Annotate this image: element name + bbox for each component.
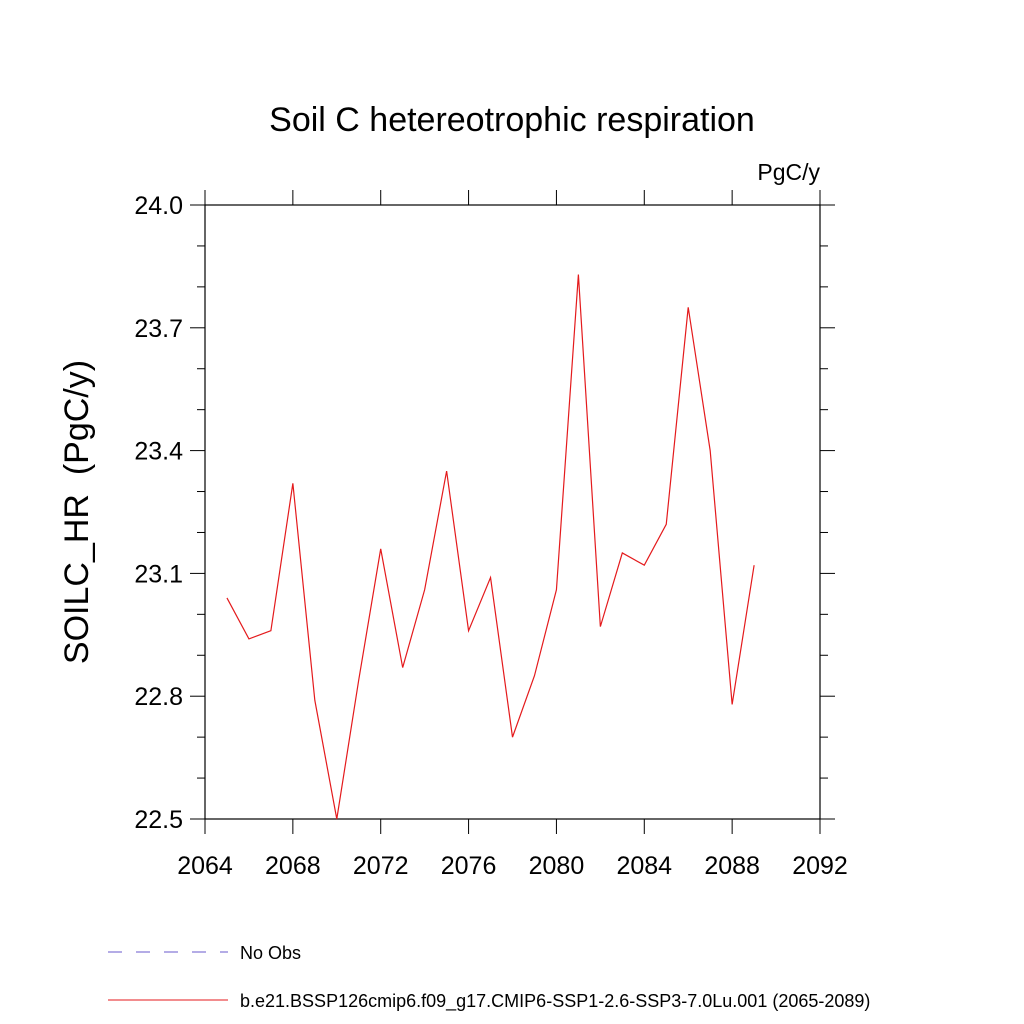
units-label: PgC/y — [757, 159, 820, 185]
y-axis: 22.5 22.8 23.1 23.4 23.7 24.0 — [134, 192, 835, 834]
x-tick-label: 2068 — [265, 852, 321, 880]
legend: No Obs b.e21.BSSP126cmip6.f09_g17.CMIP6-S… — [108, 943, 870, 1012]
y-tick-label: 22.5 — [134, 806, 183, 834]
y-tick-label: 23.7 — [134, 315, 183, 343]
series-layer — [226, 274, 755, 820]
series-line — [226, 274, 755, 820]
x-axis: 2064 2068 2072 2076 2080 2084 2088 2092 — [177, 190, 848, 880]
y-tick-label: 22.8 — [134, 683, 183, 711]
y-axis-label: SOILC_HR (PgC/y) — [58, 360, 96, 664]
x-tick-label: 2084 — [616, 852, 672, 880]
legend-label: b.e21.BSSP126cmip6.f09_g17.CMIP6-SSP1-2.… — [240, 991, 870, 1012]
y-tick-label: 23.4 — [134, 438, 183, 466]
chart-title: Soil C hetereotrophic respiration — [269, 101, 755, 139]
plot-frame — [204, 204, 821, 820]
x-tick-label: 2092 — [792, 852, 848, 880]
x-tick-label: 2064 — [177, 852, 233, 880]
y-tick-label: 23.1 — [134, 560, 183, 588]
x-tick-label: 2080 — [529, 852, 585, 880]
x-tick-label: 2076 — [441, 852, 497, 880]
legend-label: No Obs — [240, 943, 301, 963]
x-tick-label: 2072 — [353, 852, 409, 880]
y-tick-label: 24.0 — [134, 192, 183, 220]
x-tick-label: 2088 — [704, 852, 760, 880]
